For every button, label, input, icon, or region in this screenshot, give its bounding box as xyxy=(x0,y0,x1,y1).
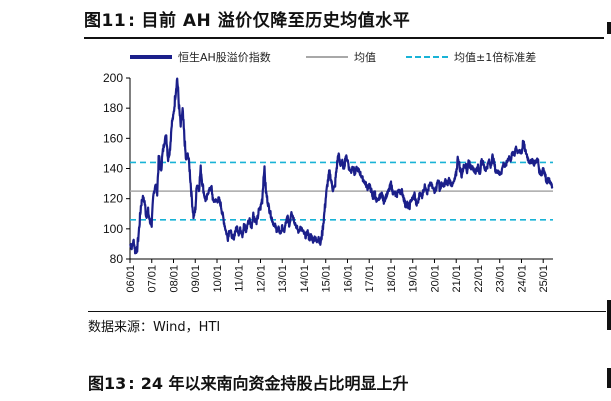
chart-legend: 恒生AH股溢价指数 均值 均值±1倍标准差 xyxy=(130,44,600,68)
adjacent-border-mid xyxy=(607,300,611,330)
legend-swatch-main xyxy=(130,55,172,59)
x-tick-label: 07/01 xyxy=(147,265,159,293)
x-tick-label: 06/01 xyxy=(125,265,137,293)
x-tick-label: 14/01 xyxy=(299,265,311,293)
x-tick-label: 18/01 xyxy=(386,265,398,293)
x-tick-label: 08/01 xyxy=(168,265,180,293)
x-tick-label: 10/01 xyxy=(212,265,224,293)
chart: 80 100 120 140 160 180 200 06/01 07/01 08/01 09/01… xyxy=(103,71,554,293)
legend-label-mean: 均值 xyxy=(354,51,376,64)
y-tick-label: 120 xyxy=(103,192,123,206)
x-tick-label: 09/01 xyxy=(190,265,202,293)
x-tick-label: 22/01 xyxy=(473,265,485,293)
x-tick-label: 17/01 xyxy=(364,265,376,293)
x-tick-label: 15/01 xyxy=(321,265,333,293)
x-tick-label: 21/01 xyxy=(451,265,463,293)
legend-swatch-band xyxy=(406,56,448,58)
figure-top-title: 图11: 目前 AH 溢价仅降至历史均值水平 xyxy=(84,6,604,39)
y-tick-label: 80 xyxy=(110,252,124,266)
x-tick-label: 13/01 xyxy=(277,265,289,293)
legend-label-main: 恒生AH股溢价指数 xyxy=(178,51,271,64)
x-tick-label: 24/01 xyxy=(516,265,528,293)
figure-bottom-label: 图13 xyxy=(88,374,127,393)
figure-top-text: 目前 AH 溢价仅降至历史均值水平 xyxy=(141,11,411,31)
y-tick-label: 100 xyxy=(103,222,123,236)
x-tick-label: 23/01 xyxy=(495,265,507,293)
series-ah-premium-line xyxy=(129,77,554,255)
x-tick-label: 11/01 xyxy=(234,265,246,292)
legend-item-main: 恒生AH股溢价指数 xyxy=(130,49,271,65)
y-tick-label: 180 xyxy=(103,101,123,115)
figure-bottom-title: 图13:24 年以来南向资金持股占比明显上升 xyxy=(88,374,409,393)
legend-item-mean: 均值 xyxy=(306,49,376,65)
y-tick-label: 160 xyxy=(103,131,123,145)
x-tick-label: 20/01 xyxy=(429,265,441,293)
legend-swatch-mean xyxy=(306,56,348,58)
x-tick-label: 12/01 xyxy=(255,265,267,293)
x-tick-label: 25/01 xyxy=(538,265,550,293)
x-tick-label: 19/01 xyxy=(408,265,420,293)
y-tick-label: 200 xyxy=(103,71,123,85)
figure-bottom-text: 24 年以来南向资金持股占比明显上升 xyxy=(140,374,409,393)
figure-top-label: 图11 xyxy=(84,11,127,31)
adjacent-border-bottom xyxy=(607,368,611,388)
legend-label-band: 均值±1倍标准差 xyxy=(454,51,537,64)
source-note: 数据来源：Wind，HTI xyxy=(88,311,606,335)
y-tick-label: 140 xyxy=(103,162,123,176)
adjacent-border-top xyxy=(607,22,611,34)
x-tick-label: 16/01 xyxy=(342,265,354,293)
legend-item-band: 均值±1倍标准差 xyxy=(406,49,536,65)
